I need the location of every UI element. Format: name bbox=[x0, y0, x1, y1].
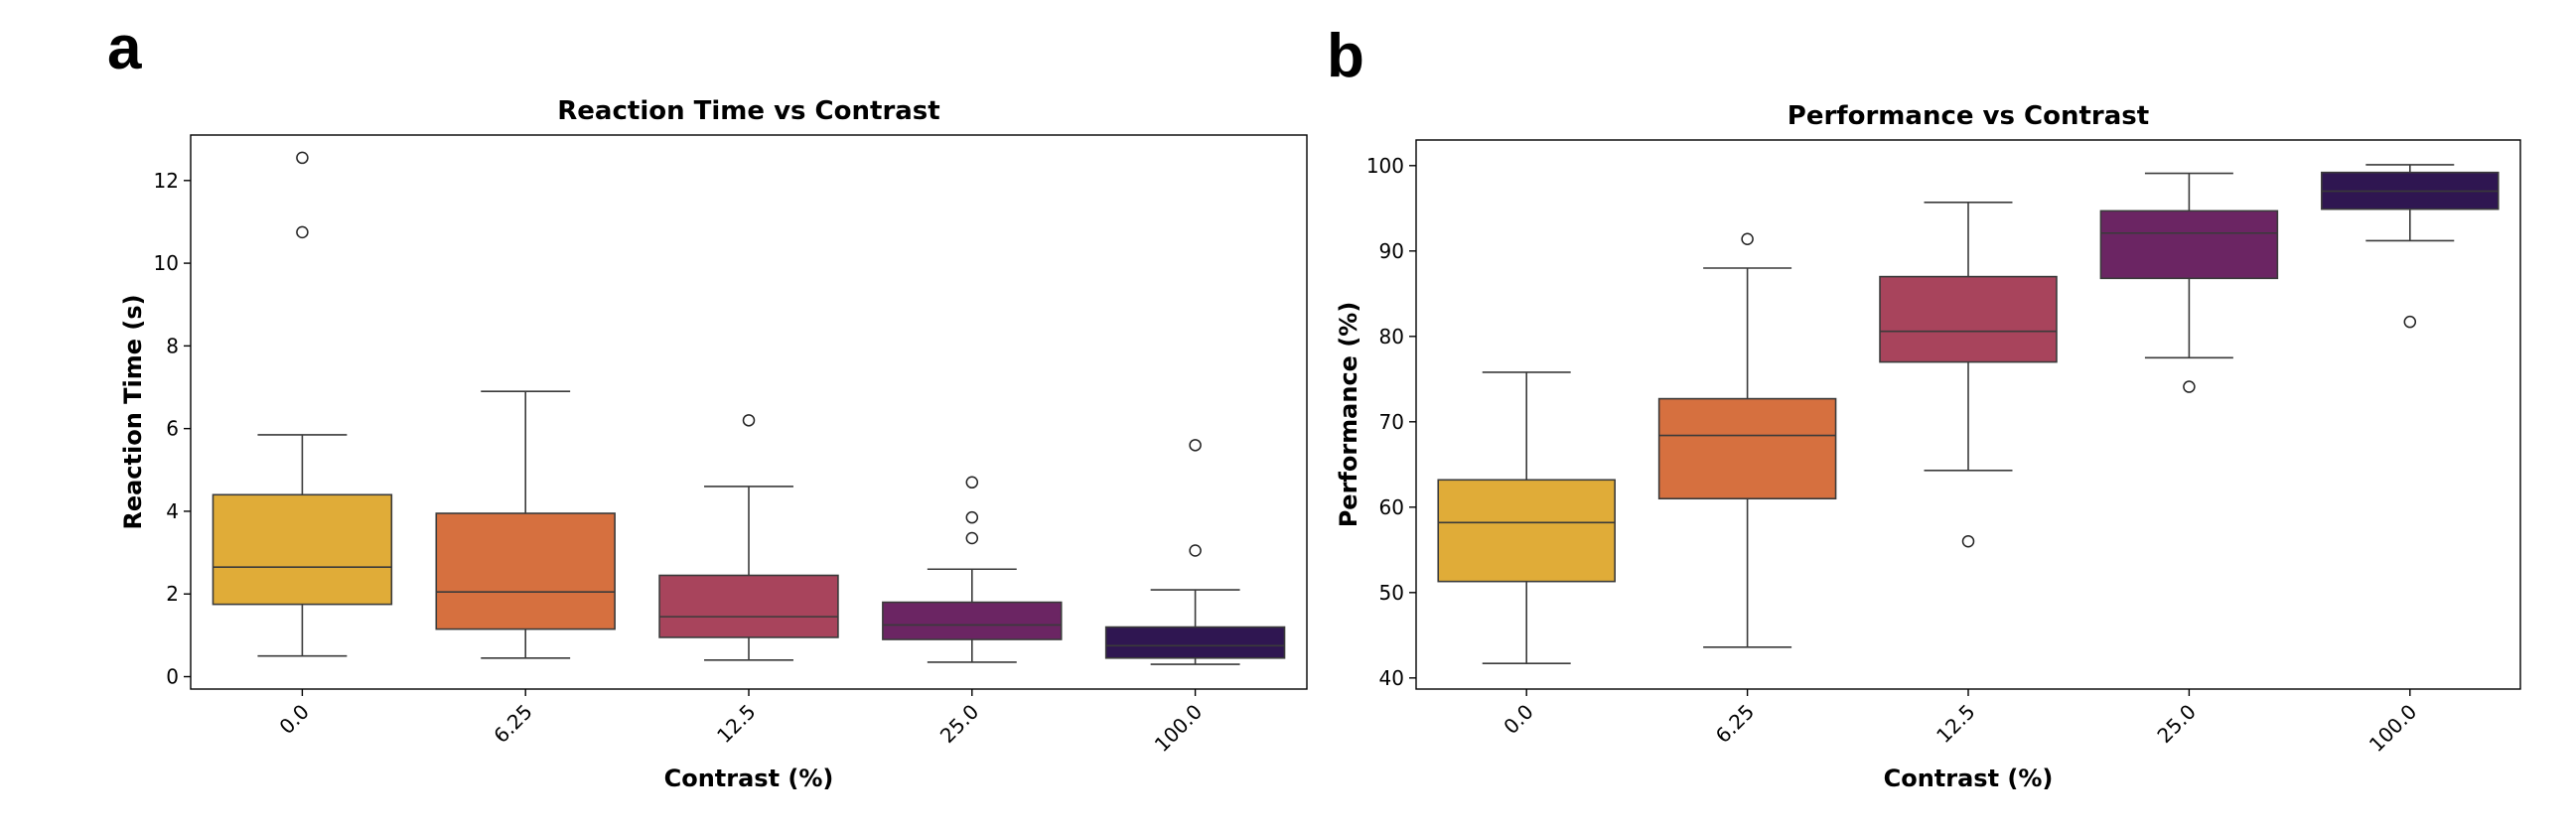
y-axis-label: Performance (%) bbox=[1335, 302, 1362, 528]
y-tick-label-4: 4 bbox=[166, 499, 179, 523]
box-6.25 bbox=[435, 512, 616, 630]
x-axis-label: Contrast (%) bbox=[664, 765, 834, 792]
y-tick-label-40: 40 bbox=[1379, 666, 1404, 690]
box-25.0 bbox=[2099, 209, 2279, 280]
outlier-25.0-2 bbox=[965, 476, 979, 489]
box-6.25 bbox=[1657, 397, 1837, 500]
outlier-0.0-0 bbox=[296, 225, 309, 239]
x-tick-label-25.0: 25.0 bbox=[2152, 700, 2200, 748]
y-tick-label-12: 12 bbox=[154, 169, 179, 193]
chart-title: Reaction Time vs Contrast bbox=[557, 96, 939, 126]
outlier-25.0-0 bbox=[965, 531, 979, 545]
box-100.0 bbox=[1104, 626, 1286, 659]
outlier-100.0-0 bbox=[2403, 315, 2417, 329]
x-axis-label: Contrast (%) bbox=[1884, 765, 2054, 792]
x-tick-label-100.0: 100.0 bbox=[1150, 700, 1207, 757]
x-tick-label-12.5: 12.5 bbox=[712, 700, 760, 748]
outlier-12.5-0 bbox=[742, 414, 756, 427]
chart-title: Performance vs Contrast bbox=[1788, 101, 2149, 131]
y-tick-label-60: 60 bbox=[1379, 495, 1404, 519]
y-tick-label-100: 100 bbox=[1366, 154, 1404, 178]
x-tick-label-6.25: 6.25 bbox=[1711, 700, 1759, 748]
y-tick-label-6: 6 bbox=[166, 417, 179, 441]
y-tick-label-50: 50 bbox=[1379, 581, 1404, 605]
x-tick-label-0.0: 0.0 bbox=[1499, 700, 1537, 739]
outlier-25.0-0 bbox=[2183, 380, 2196, 393]
y-tick-label-10: 10 bbox=[154, 251, 179, 275]
y-tick-label-0: 0 bbox=[166, 665, 179, 689]
box-0.0 bbox=[1437, 479, 1616, 583]
y-tick-label-70: 70 bbox=[1379, 410, 1404, 434]
box-12.5 bbox=[658, 574, 839, 638]
plot-frame bbox=[190, 134, 1308, 690]
x-tick-label-25.0: 25.0 bbox=[935, 700, 983, 748]
outlier-12.5-0 bbox=[1961, 534, 1975, 548]
box-12.5 bbox=[1879, 275, 2058, 363]
performance-chart: Performance vs Contrast 0.0 6.25 12.5 25.0 10… bbox=[1335, 101, 2521, 792]
x-tick-label-12.5: 12.5 bbox=[1932, 700, 1979, 748]
panel-b: b bbox=[1321, 0, 2576, 837]
y-tick-label-80: 80 bbox=[1379, 325, 1404, 349]
panel-letter-a: a bbox=[107, 14, 142, 82]
y-tick-label-90: 90 bbox=[1379, 239, 1404, 263]
y-tick-label-2: 2 bbox=[166, 582, 179, 606]
panel-a: a bbox=[107, 14, 142, 82]
reaction-time-chart: Reaction Time vs Contrast 0.0 6.25 12.5 25.0… bbox=[119, 96, 1308, 792]
box-25.0 bbox=[882, 601, 1063, 640]
outlier-6.25-0 bbox=[1741, 232, 1754, 246]
outlier-25.0-1 bbox=[965, 510, 979, 524]
x-tick-label-0.0: 0.0 bbox=[274, 700, 313, 739]
plot-frame bbox=[1415, 139, 2521, 690]
box-0.0 bbox=[212, 493, 393, 606]
panel-letter-b: b bbox=[1327, 22, 1364, 90]
y-axis-label: Reaction Time (s) bbox=[119, 294, 147, 529]
x-tick-label-6.25: 6.25 bbox=[489, 700, 536, 748]
outlier-0.0-1 bbox=[296, 151, 309, 165]
y-tick-label-8: 8 bbox=[166, 334, 179, 357]
outlier-100.0-0 bbox=[1189, 544, 1202, 557]
x-tick-label-100.0: 100.0 bbox=[2364, 700, 2421, 757]
outlier-100.0-1 bbox=[1189, 439, 1202, 452]
